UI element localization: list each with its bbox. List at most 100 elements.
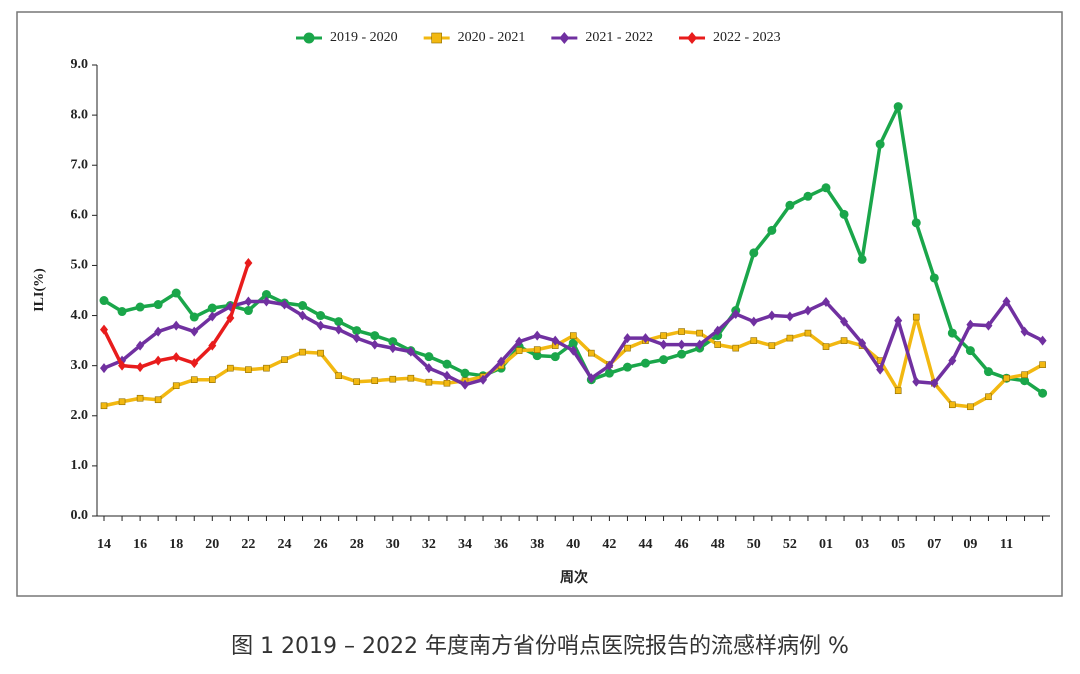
point [1039,361,1046,368]
point [641,358,650,368]
point [299,348,306,356]
point [533,346,541,353]
point [624,344,631,352]
x-tick-label: 14 [97,537,111,552]
point [750,337,758,344]
point [605,360,614,371]
point [678,328,685,335]
x-tick-label: 52 [783,537,797,552]
point [388,337,398,347]
point [353,378,361,386]
point [822,297,830,308]
point [245,366,252,373]
y-tick-label: 5.0 [71,258,89,273]
point [569,345,578,356]
y-tick-label: 1.0 [71,458,89,473]
point [154,326,163,337]
point [876,364,885,375]
point [316,311,326,321]
x-tick-label: 01 [819,537,833,552]
legend-marker [303,32,315,44]
point [532,351,542,361]
point [929,273,939,283]
point [1038,388,1048,398]
legend-marker [559,32,570,44]
point [117,307,127,317]
point [317,349,324,357]
y-tick-label: 4.0 [71,308,89,323]
point [803,191,813,201]
point [713,325,722,336]
point [209,376,216,383]
point [442,359,452,369]
point [136,362,145,373]
point [604,368,614,378]
x-tick-label: 28 [350,537,364,552]
point [298,301,308,311]
point [912,376,921,387]
point [100,363,108,374]
point [948,355,957,366]
point [984,320,993,331]
point [515,336,524,347]
x-tick-label: 50 [747,537,761,552]
point [857,254,867,264]
point [911,218,921,228]
point [677,339,686,350]
legend-label: 2019 - 2020 [330,30,398,45]
point [785,311,794,322]
point [622,362,632,372]
point [967,403,974,411]
point [136,394,144,402]
x-tick-label: 16 [133,537,147,552]
point [442,370,451,381]
point [424,352,434,362]
point [930,378,939,389]
x-tick-label: 42 [602,537,616,552]
x-tick-label: 05 [891,537,905,552]
point [370,339,379,350]
legend-label: 2021 - 2022 [585,30,653,45]
point [985,393,992,401]
point [424,363,433,374]
point [677,349,687,359]
point [189,312,199,322]
point [894,315,903,326]
point [1003,374,1010,382]
point [840,337,848,344]
point [406,346,415,357]
point [1021,371,1028,378]
point [244,296,253,307]
point [533,330,542,341]
legend-label: 2020 - 2021 [458,30,526,45]
point [190,326,199,337]
point [261,290,271,300]
point [947,328,957,338]
point [243,306,253,316]
point [298,310,307,321]
point [335,372,342,379]
point [822,343,830,350]
y-tick-label: 3.0 [71,358,89,373]
x-tick-label: 36 [494,537,508,552]
point [893,102,903,112]
point [949,401,956,409]
x-tick-label: 30 [386,537,400,552]
point [370,331,380,341]
point [785,200,795,210]
point [99,296,109,306]
point [641,333,650,344]
point [839,209,849,219]
point [389,375,397,383]
point [208,311,217,322]
point [767,310,776,321]
point [803,305,812,316]
point [768,342,776,349]
y-tick-label: 7.0 [71,157,89,172]
point [280,299,289,310]
point [804,329,812,337]
point [244,257,253,268]
point [551,335,560,346]
point [281,356,288,363]
x-axis-label: 周次 [560,569,588,586]
